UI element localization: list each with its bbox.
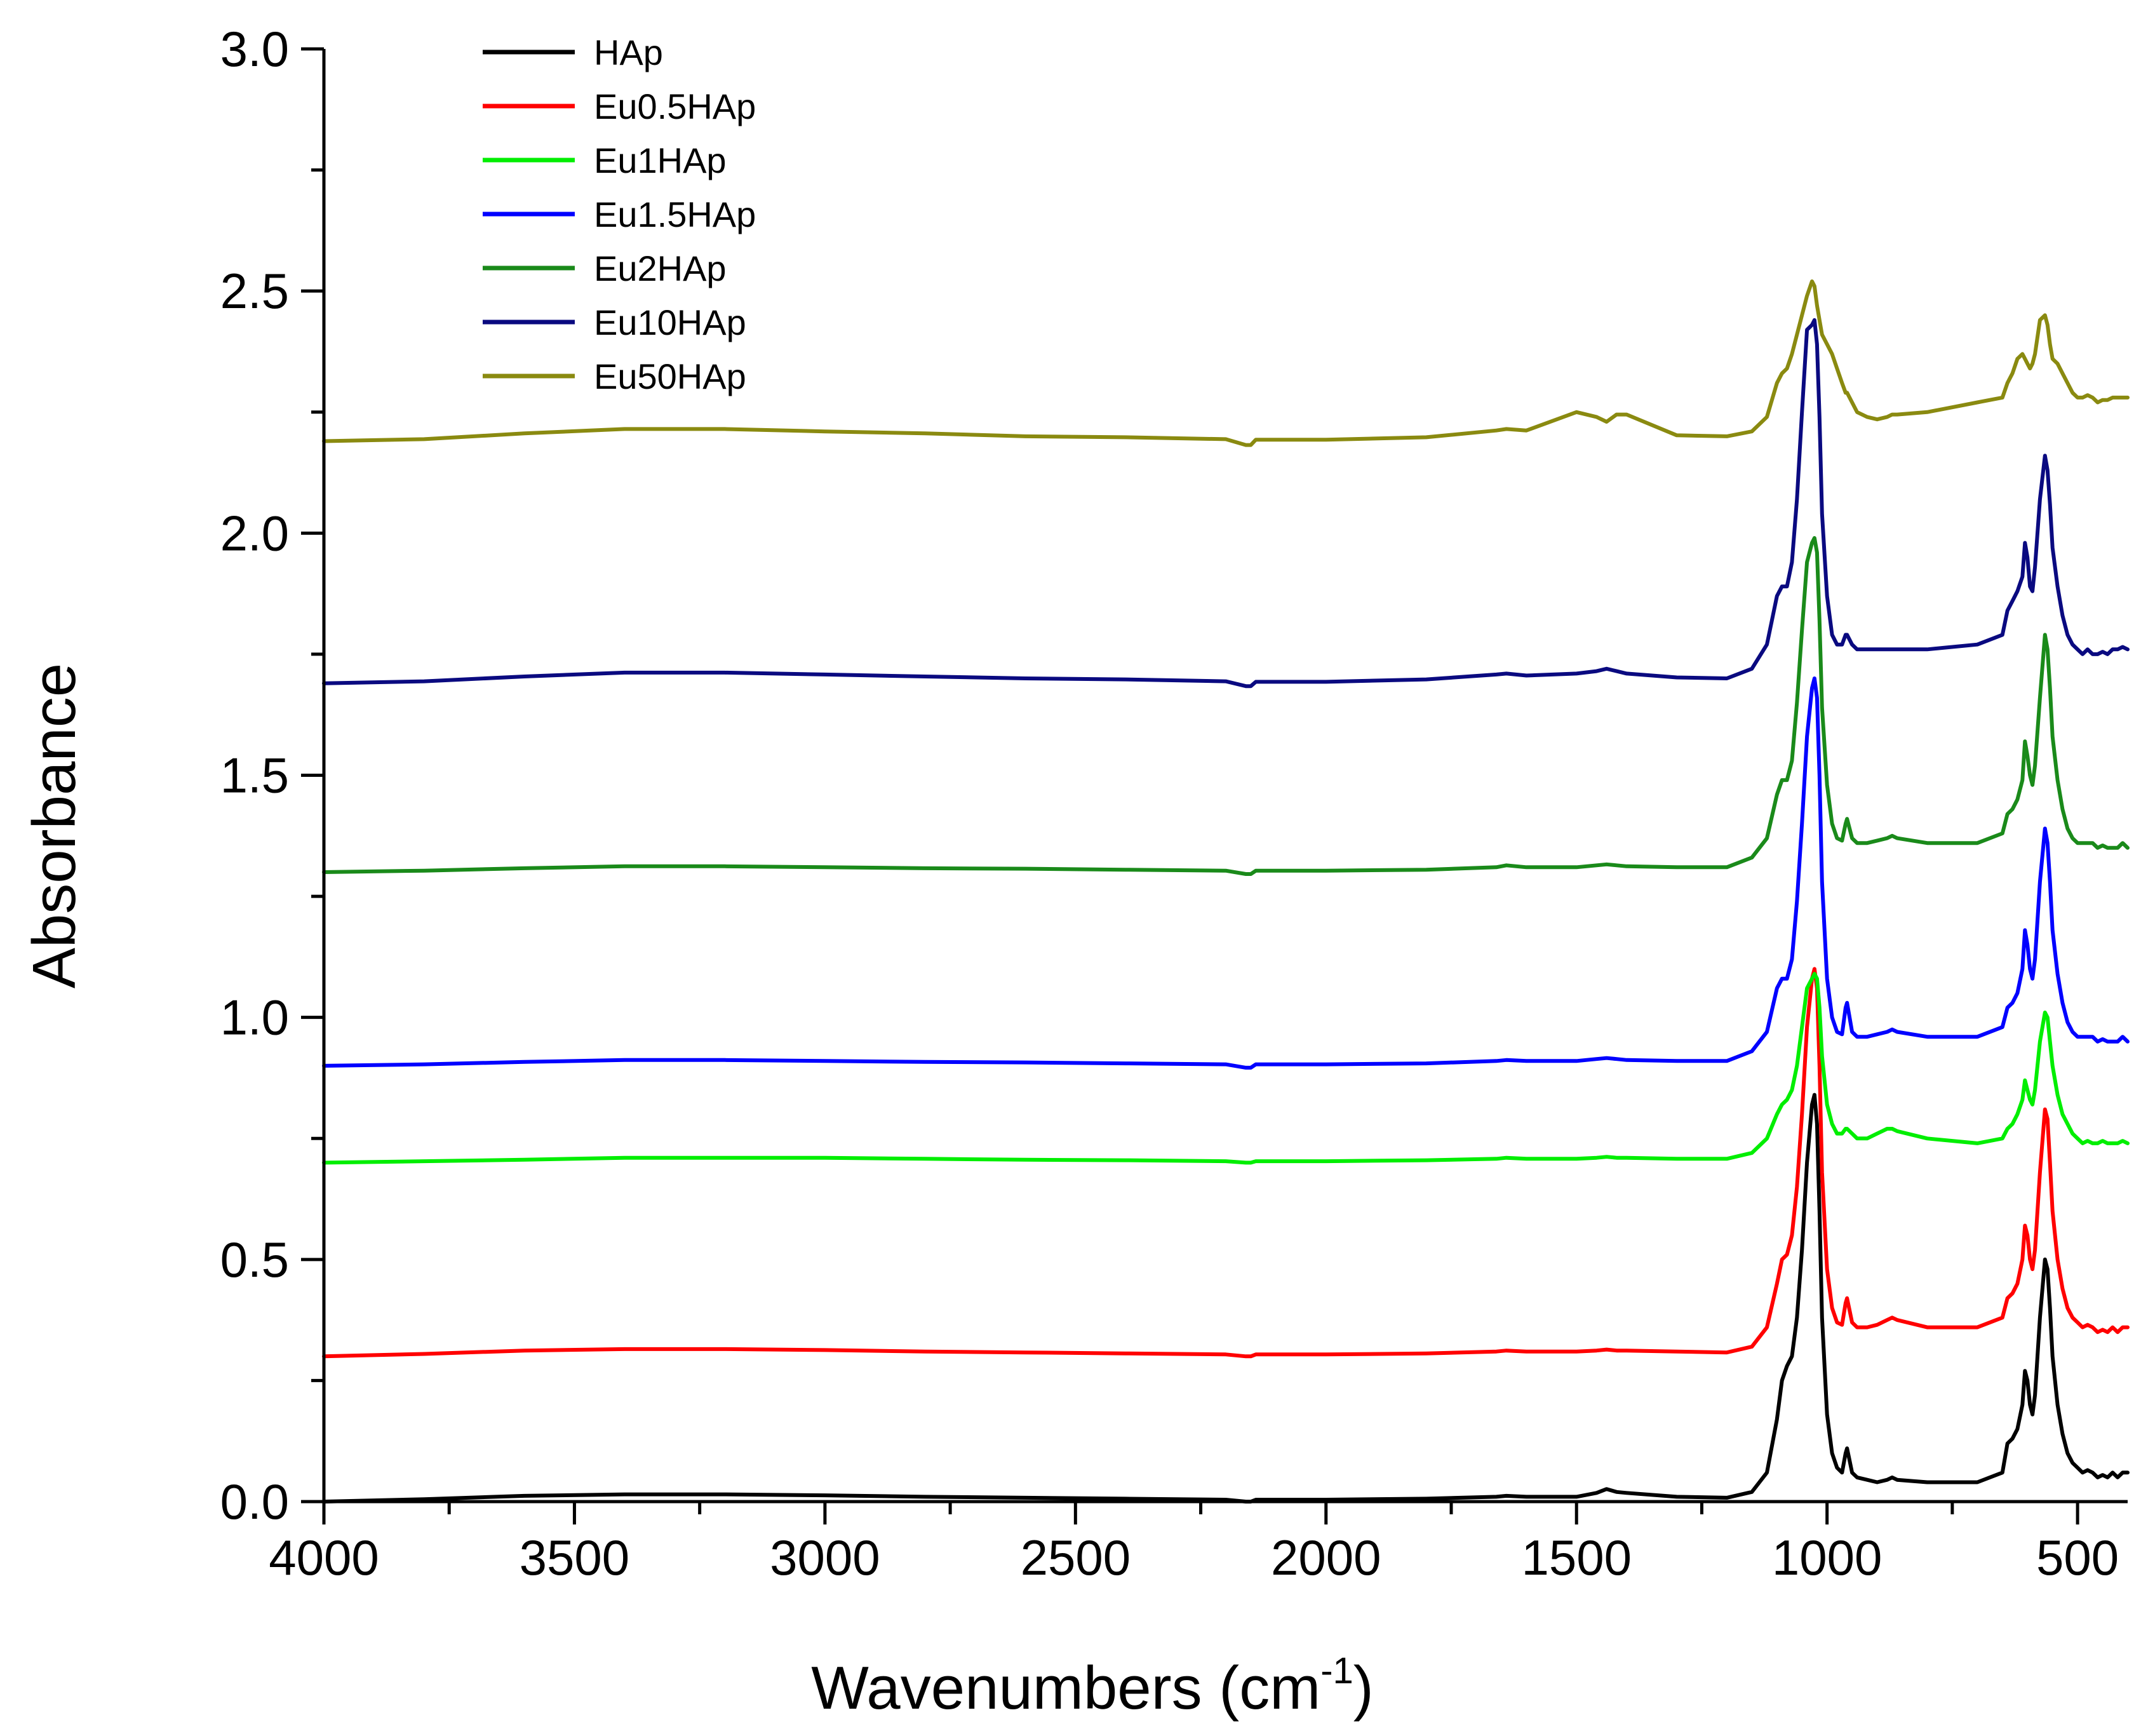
series-line-eu1-5hap (322, 676, 2130, 1070)
legend-label: Eu1.5HAp (594, 194, 756, 234)
y-tick-label: 2.0 (220, 505, 289, 561)
legend: HAp Eu0.5HAp Eu1HAp Eu1.5HAp Eu2HAp Eu10HAp Eu… (483, 32, 756, 396)
legend-label: Eu50HAp (594, 356, 746, 396)
x-tick-label: 500 (2036, 1530, 2119, 1585)
x-ticks: 4000 3500 3000 2500 2000 1500 1000 500 (269, 1502, 2119, 1585)
x-tick-label: 1500 (1521, 1530, 1632, 1585)
series-line-hap (322, 1093, 2130, 1504)
series-line-eu50hap (322, 279, 2130, 447)
legend-label: Eu2HAp (594, 248, 727, 288)
legend-label: Eu1HAp (594, 140, 727, 180)
x-axis-title-main: Wavenumbers (cm (811, 1654, 1320, 1722)
series-line-eu10hap (322, 318, 2130, 689)
y-ticks: 0.0 0.5 1.0 1.5 2.0 2.5 3.0 (220, 21, 324, 1530)
y-tick-label: 3.0 (220, 21, 289, 77)
series-line-eu2hap (322, 536, 2130, 876)
x-tick-label: 3000 (770, 1530, 880, 1585)
y-tick-label: 1.5 (220, 748, 289, 804)
y-tick-label: 1.0 (220, 990, 289, 1046)
y-tick-label: 0.5 (220, 1232, 289, 1288)
legend-label: HAp (594, 32, 663, 72)
x-axis-title-superscript: -1 (1320, 1650, 1353, 1692)
x-tick-label: 3500 (520, 1530, 630, 1585)
x-axis-title-close: ) (1353, 1654, 1374, 1722)
x-tick-label: 2500 (1021, 1530, 1131, 1585)
y-tick-label: 0.0 (220, 1474, 289, 1530)
series-line-eu1hap (322, 972, 2130, 1165)
x-axis-title: Wavenumbers (cm-1) (811, 1650, 1373, 1722)
x-tick-label: 4000 (269, 1530, 379, 1585)
x-tick-label: 2000 (1271, 1530, 1381, 1585)
series-line-eu0-5hap (322, 967, 2130, 1359)
series-lines (322, 279, 2130, 1504)
y-axis-title: Absorbance (20, 663, 88, 988)
y-tick-label: 2.5 (220, 263, 289, 319)
legend-label: Eu10HAp (594, 302, 746, 342)
legend-label: Eu0.5HAp (594, 86, 756, 126)
x-tick-label: 1000 (1772, 1530, 1883, 1585)
